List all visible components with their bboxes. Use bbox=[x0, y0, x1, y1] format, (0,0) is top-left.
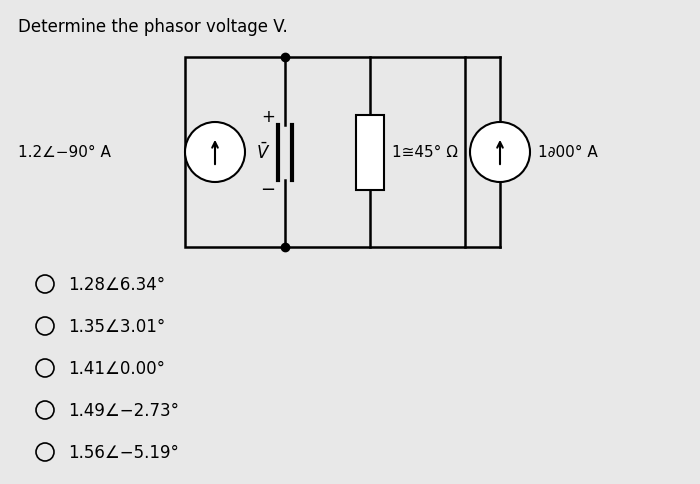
Text: 1.41∠0.00°: 1.41∠0.00° bbox=[68, 359, 165, 377]
Text: 1.28∠6.34°: 1.28∠6.34° bbox=[68, 275, 165, 293]
Text: $\bar{V}$: $\bar{V}$ bbox=[256, 142, 270, 163]
Text: 1.56∠−5.19°: 1.56∠−5.19° bbox=[68, 443, 179, 461]
Bar bbox=[185, 58, 465, 247]
Text: 1.35∠3.01°: 1.35∠3.01° bbox=[68, 318, 165, 335]
Text: −: − bbox=[260, 181, 276, 199]
Bar bbox=[356, 115, 384, 190]
Text: +: + bbox=[261, 108, 275, 126]
Text: 1∂00° A: 1∂00° A bbox=[538, 145, 598, 160]
Text: 1.49∠−2.73°: 1.49∠−2.73° bbox=[68, 401, 179, 419]
Circle shape bbox=[185, 123, 245, 182]
Text: 1.2∠−90° A: 1.2∠−90° A bbox=[18, 145, 111, 160]
Text: 1≅45° Ω: 1≅45° Ω bbox=[392, 145, 458, 160]
Circle shape bbox=[470, 123, 530, 182]
Text: Determine the phasor voltage V.: Determine the phasor voltage V. bbox=[18, 18, 288, 36]
